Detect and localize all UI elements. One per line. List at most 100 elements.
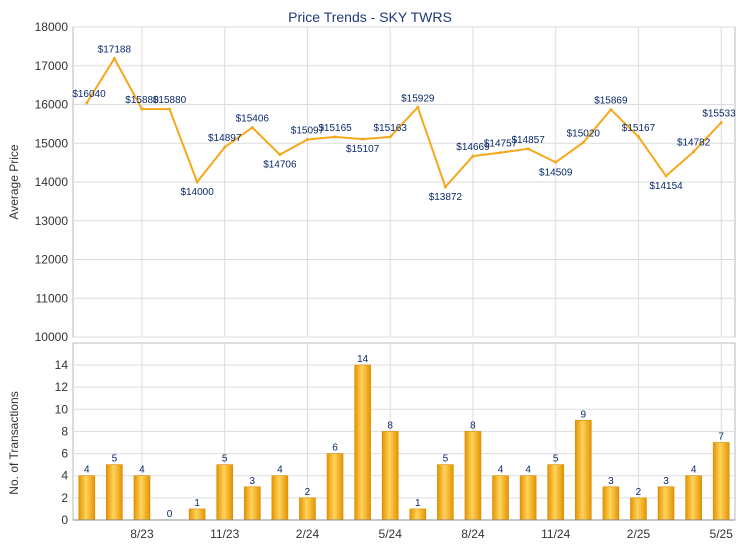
price-point: [333, 135, 337, 139]
price-data-label: $13872: [429, 192, 463, 203]
price-data-label: $15097: [291, 125, 325, 136]
price-data-label: $15880: [153, 95, 187, 106]
transactions-data-label: 2: [305, 487, 311, 498]
x-tick-label: 2/25: [627, 527, 651, 541]
chart-title: Price Trends - SKY TWRS: [288, 9, 452, 25]
transactions-bar: [630, 497, 647, 521]
price-y-tick-label: 13000: [35, 214, 69, 228]
price-point: [609, 108, 613, 112]
transactions-y-tick-label: 8: [61, 424, 68, 438]
price-point: [443, 185, 447, 189]
price-data-label: $14857: [511, 135, 545, 146]
price-point: [85, 101, 89, 105]
price-data-label: $14669: [456, 142, 490, 153]
transactions-data-label: 4: [691, 465, 697, 476]
price-data-label: $14509: [539, 167, 573, 178]
transactions-data-label: 0: [167, 509, 173, 520]
transactions-data-label: 3: [608, 476, 614, 487]
price-y-tick-label: 10000: [35, 330, 69, 344]
price-data-label: $15020: [567, 128, 601, 139]
transactions-bar: [381, 431, 399, 521]
price-point: [250, 126, 254, 130]
transactions-bar: [657, 486, 675, 521]
price-data-label: $15533: [702, 109, 736, 120]
price-point: [499, 151, 503, 155]
transactions-y-tick-label: 10: [55, 402, 69, 416]
price-data-label: $14706: [263, 160, 297, 171]
transactions-bar: [133, 475, 151, 521]
x-tick-label: 5/25: [710, 527, 734, 541]
price-point: [361, 137, 365, 141]
price-point: [526, 147, 530, 151]
transactions-bar: [547, 464, 565, 521]
price-data-label: $14897: [208, 133, 242, 144]
transactions-bar: [354, 364, 371, 521]
transactions-bar: [574, 420, 592, 521]
transactions-bar: [712, 442, 730, 521]
price-data-label: $15167: [622, 123, 656, 134]
transactions-data-label: 5: [222, 454, 228, 465]
price-data-label: $15165: [318, 123, 352, 134]
transactions-bar: [326, 453, 344, 521]
transactions-bar: [188, 508, 206, 521]
price-data-label: $15869: [594, 96, 628, 107]
price-point: [223, 145, 227, 149]
x-tick-label: 11/24: [541, 527, 570, 541]
x-tick-label: 8/23: [130, 527, 154, 541]
transactions-data-label: 14: [357, 354, 369, 365]
transactions-data-label: 4: [84, 465, 90, 476]
price-data-label: $15163: [374, 123, 408, 134]
transactions-y-tick-label: 14: [55, 358, 69, 372]
price-data-label: $15929: [401, 93, 435, 104]
price-data-label: $17188: [98, 44, 132, 55]
price-y-tick-label: 16000: [35, 98, 69, 112]
price-point: [278, 153, 282, 157]
transactions-data-label: 5: [443, 454, 449, 465]
price-data-label: $14154: [649, 181, 683, 192]
transactions-bar: [409, 508, 427, 521]
transactions-data-label: 1: [415, 498, 421, 509]
price-point: [692, 150, 696, 154]
x-tick-label: 11/23: [210, 527, 239, 541]
price-y-tick-label: 11000: [36, 291, 69, 305]
top-y-axis-label: Average Price: [7, 144, 21, 219]
transactions-panel: 0 2 4 6 8 10 12 14 4 5 4 0 1 5 3 4 2 6 14 8 1 5 8 4 4 5 9 3 2 3 4 7 8/23…: [55, 342, 736, 541]
price-data-label: $14000: [180, 187, 214, 198]
price-data-label: $14757: [484, 139, 518, 150]
price-data-label: $15107: [346, 144, 380, 155]
price-point: [471, 154, 475, 158]
transactions-data-label: 5: [553, 454, 559, 465]
price-point: [554, 160, 558, 164]
price-point: [664, 174, 668, 178]
price-point: [719, 121, 723, 125]
transactions-data-label: 4: [498, 465, 504, 476]
price-point: [195, 180, 199, 184]
price-data-label: $15406: [236, 114, 270, 125]
price-data-label: $16040: [72, 89, 106, 100]
transactions-data-label: 8: [470, 420, 476, 431]
transactions-data-label: 6: [332, 443, 338, 454]
x-tick-label: 8/24: [461, 527, 485, 541]
price-panel: 10000 11000 12000 13000 14000 15000 16000 17000…: [35, 20, 736, 344]
price-y-tick-label: 14000: [35, 175, 69, 189]
transactions-bar: [519, 475, 537, 521]
price-data-label: $14782: [677, 138, 711, 149]
price-point: [112, 56, 116, 60]
transactions-data-label: 4: [277, 465, 283, 476]
bottom-y-axis-label: No. of Transactions: [7, 391, 21, 494]
x-tick-label: 5/24: [379, 527, 403, 541]
price-point: [388, 135, 392, 139]
transactions-data-label: 2: [636, 487, 642, 498]
transactions-data-label: 1: [194, 498, 200, 509]
price-y-tick-label: 12000: [35, 253, 69, 267]
transactions-data-label: 4: [139, 465, 145, 476]
transactions-y-tick-label: 0: [61, 513, 68, 527]
price-point: [305, 137, 309, 141]
price-y-tick-label: 17000: [35, 59, 69, 73]
transactions-data-label: 3: [663, 476, 669, 487]
transactions-bar: [78, 475, 96, 521]
transactions-data-label: 8: [387, 420, 393, 431]
price-point: [416, 105, 420, 109]
transactions-y-tick-label: 6: [61, 447, 68, 461]
